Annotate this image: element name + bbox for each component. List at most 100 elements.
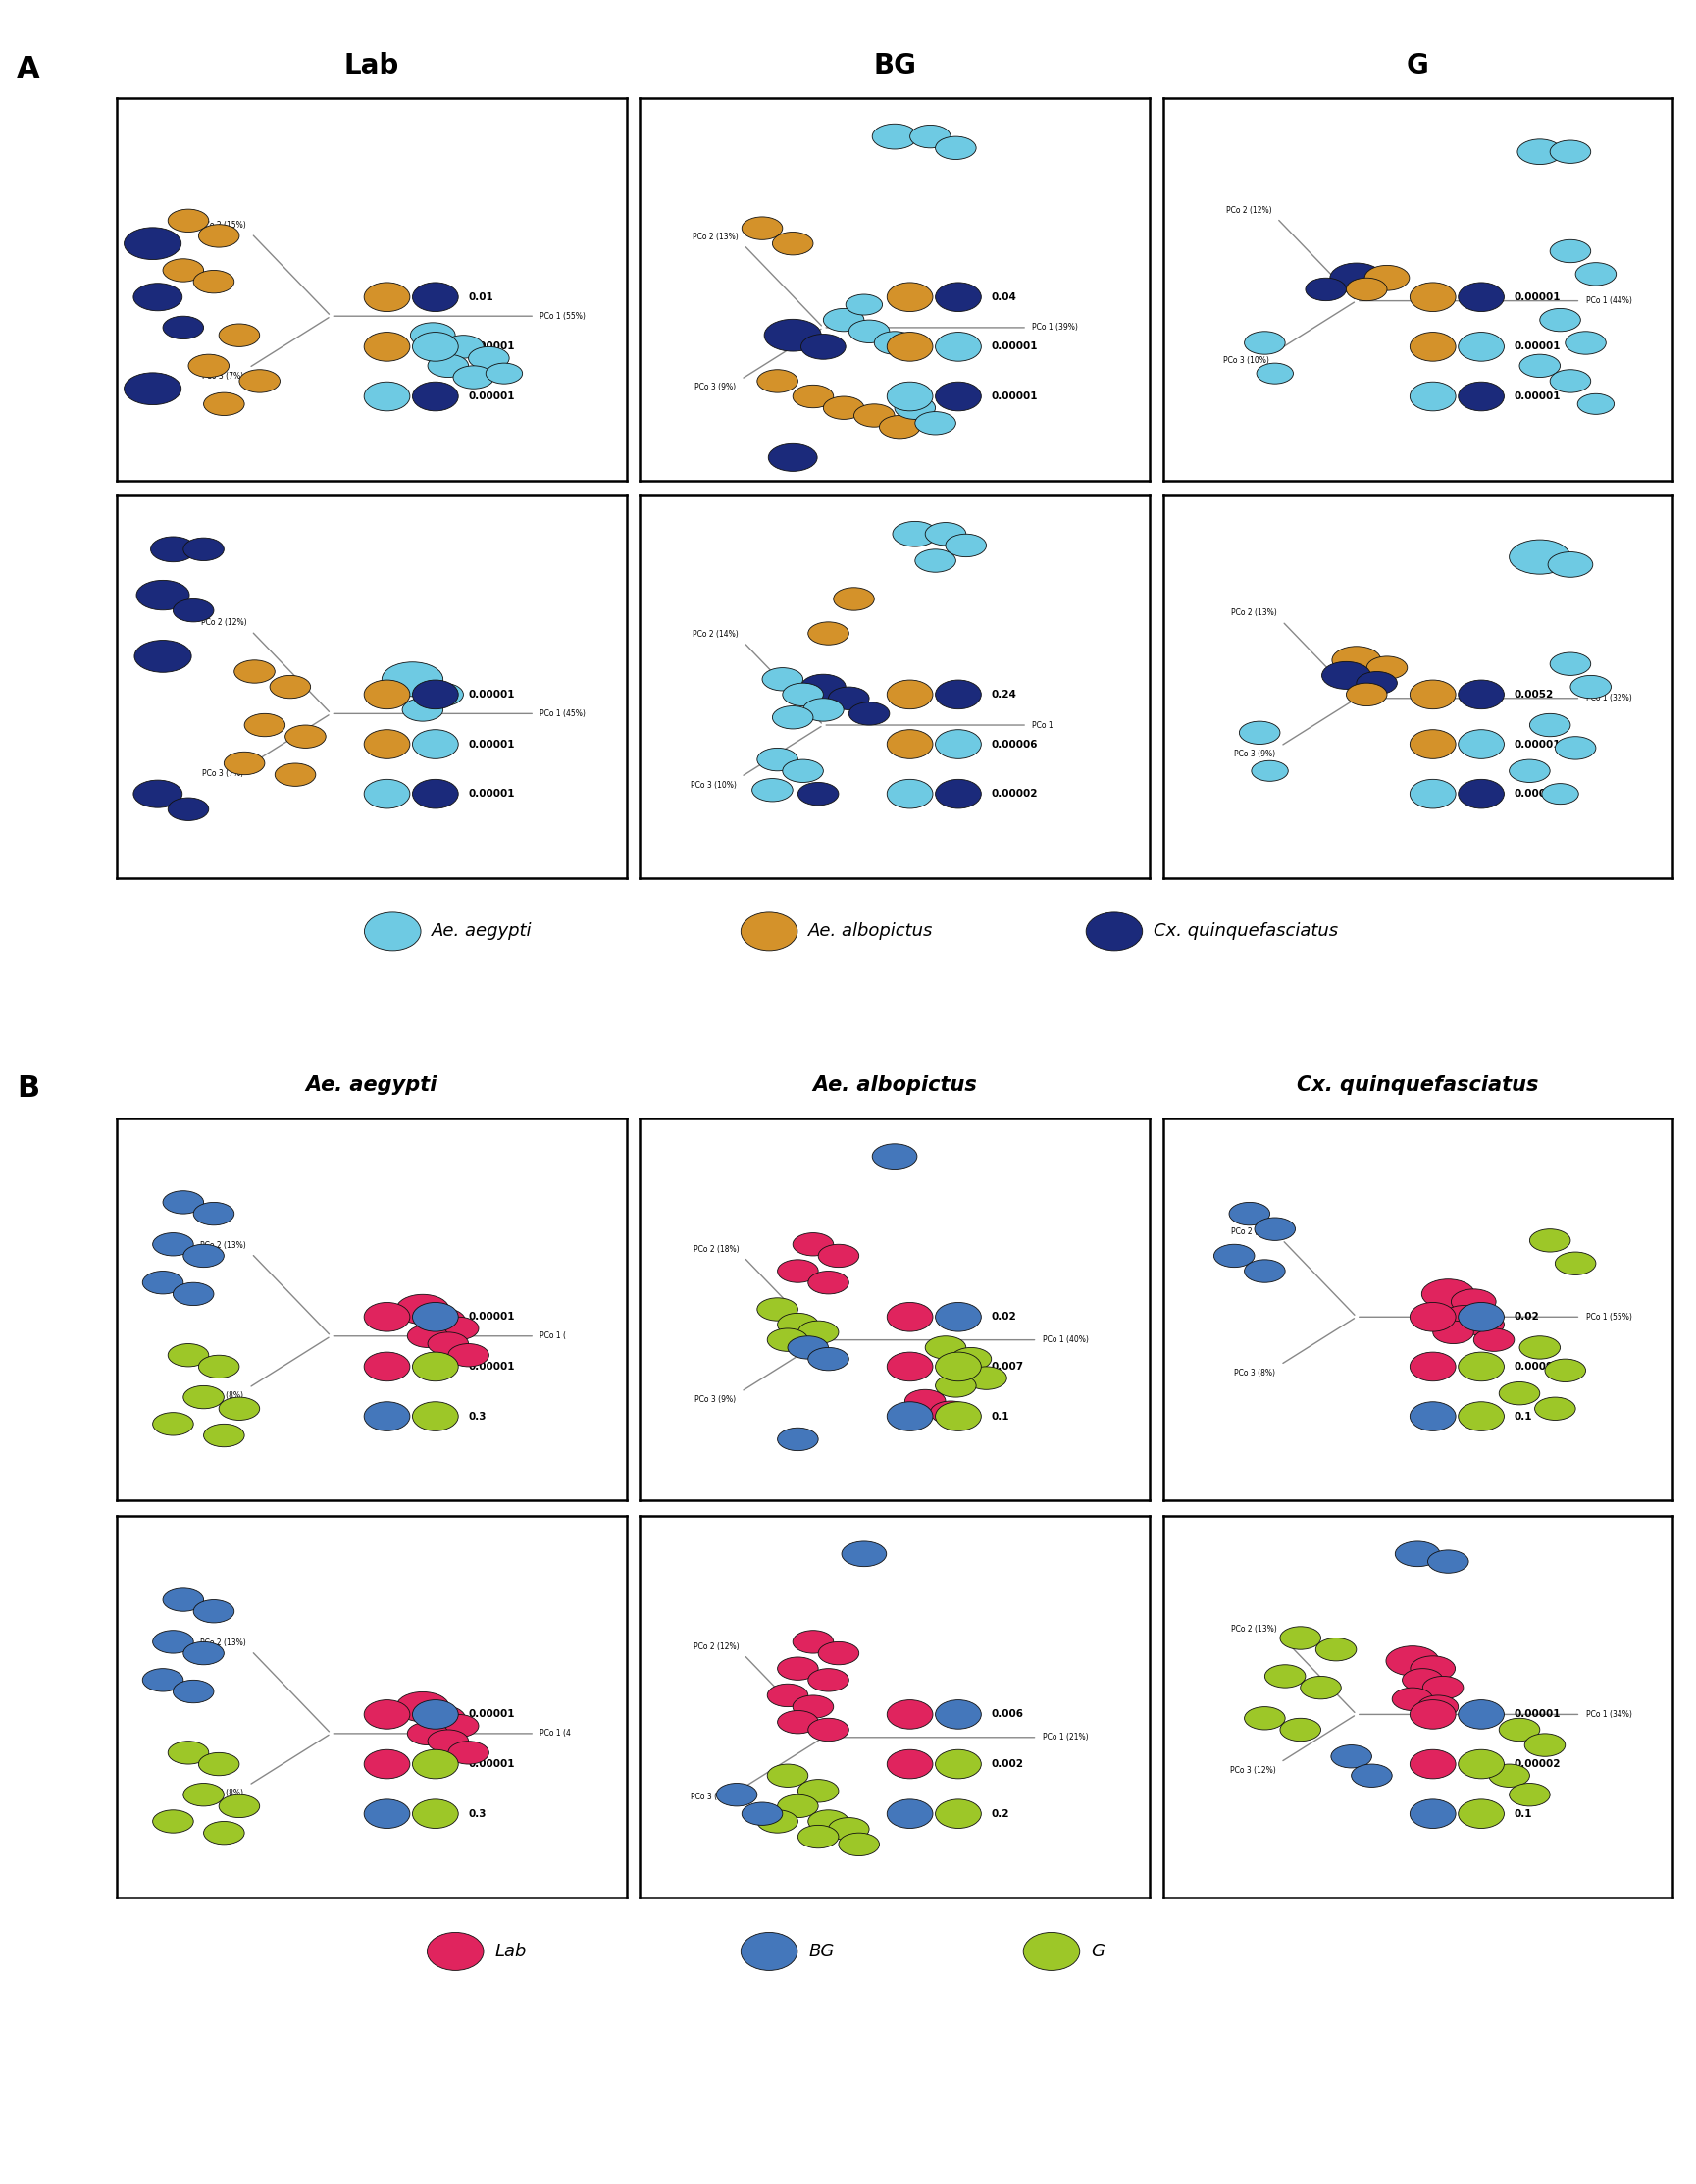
- Ellipse shape: [1403, 1669, 1443, 1693]
- Ellipse shape: [1409, 1749, 1455, 1778]
- Ellipse shape: [1409, 382, 1455, 411]
- Text: PCo 1 (55%): PCo 1 (55%): [539, 312, 585, 321]
- Ellipse shape: [1257, 363, 1294, 384]
- Text: 0.00001: 0.00001: [468, 1363, 516, 1372]
- Ellipse shape: [1459, 1352, 1504, 1380]
- Ellipse shape: [926, 522, 967, 546]
- Ellipse shape: [777, 1795, 817, 1817]
- Ellipse shape: [1392, 1688, 1433, 1710]
- Ellipse shape: [1550, 240, 1591, 262]
- Text: G: G: [1091, 1942, 1104, 1961]
- Ellipse shape: [134, 284, 181, 310]
- Ellipse shape: [1499, 1719, 1540, 1741]
- Ellipse shape: [1230, 1203, 1270, 1225]
- Ellipse shape: [1316, 1638, 1357, 1662]
- Text: 0.00001: 0.00001: [1515, 391, 1560, 402]
- Ellipse shape: [792, 384, 833, 408]
- Ellipse shape: [1535, 1398, 1576, 1420]
- Text: 0.00002: 0.00002: [992, 788, 1038, 799]
- Text: PCo 1 (32%): PCo 1 (32%): [1586, 695, 1632, 703]
- Text: PCo 3 (8%): PCo 3 (8%): [1235, 1369, 1275, 1378]
- Ellipse shape: [936, 780, 982, 808]
- Text: PCo 3 (10%): PCo 3 (10%): [690, 1793, 736, 1802]
- Ellipse shape: [807, 1669, 848, 1693]
- Ellipse shape: [168, 1343, 209, 1367]
- Text: 0.1: 0.1: [1515, 1411, 1533, 1422]
- Ellipse shape: [443, 334, 483, 358]
- Ellipse shape: [1459, 282, 1504, 312]
- Ellipse shape: [453, 365, 494, 389]
- Ellipse shape: [198, 1754, 239, 1776]
- Ellipse shape: [1525, 1734, 1565, 1756]
- Ellipse shape: [173, 598, 214, 622]
- Text: PCo 1 (: PCo 1 (: [539, 1332, 566, 1341]
- Ellipse shape: [468, 347, 509, 369]
- Ellipse shape: [1411, 1655, 1455, 1682]
- Ellipse shape: [1577, 393, 1615, 415]
- Text: PCo 1 (44%): PCo 1 (44%): [1586, 297, 1632, 306]
- Ellipse shape: [767, 1328, 807, 1352]
- Ellipse shape: [173, 1679, 214, 1704]
- Ellipse shape: [762, 668, 802, 690]
- Ellipse shape: [853, 404, 894, 428]
- Text: PCo 2 (15%): PCo 2 (15%): [200, 221, 246, 229]
- Text: 0.002: 0.002: [992, 1760, 1024, 1769]
- Text: Lab: Lab: [495, 1942, 526, 1961]
- Ellipse shape: [895, 397, 936, 419]
- Text: Ae. albopictus: Ae. albopictus: [809, 922, 933, 941]
- Ellipse shape: [1499, 1382, 1540, 1404]
- Text: 0.3: 0.3: [468, 1411, 487, 1422]
- Ellipse shape: [756, 1297, 797, 1321]
- Ellipse shape: [168, 797, 209, 821]
- Text: PCo 1: PCo 1: [1033, 721, 1053, 729]
- Text: PCo 2 (13%): PCo 2 (13%): [1231, 1625, 1277, 1634]
- Ellipse shape: [936, 1352, 982, 1380]
- Ellipse shape: [234, 660, 275, 684]
- Ellipse shape: [756, 1811, 797, 1832]
- Ellipse shape: [1280, 1719, 1321, 1741]
- Ellipse shape: [275, 762, 315, 786]
- Ellipse shape: [183, 1784, 224, 1806]
- Ellipse shape: [153, 1413, 193, 1435]
- Text: 0.00002: 0.00002: [1515, 1760, 1560, 1769]
- Text: PCo 3 (7%): PCo 3 (7%): [202, 769, 244, 778]
- Ellipse shape: [797, 1826, 838, 1848]
- Ellipse shape: [204, 393, 244, 415]
- Ellipse shape: [219, 1795, 259, 1817]
- Ellipse shape: [204, 1424, 244, 1448]
- Text: 0.00001: 0.00001: [468, 740, 516, 749]
- Ellipse shape: [1555, 1251, 1596, 1275]
- Ellipse shape: [1474, 1328, 1515, 1352]
- Ellipse shape: [797, 1321, 838, 1343]
- Ellipse shape: [153, 1232, 193, 1256]
- Ellipse shape: [1565, 332, 1606, 354]
- Ellipse shape: [485, 363, 522, 384]
- Ellipse shape: [1509, 539, 1570, 574]
- Ellipse shape: [1252, 760, 1289, 782]
- Ellipse shape: [365, 679, 410, 710]
- Text: PCo 3 (9%): PCo 3 (9%): [695, 1396, 736, 1404]
- Ellipse shape: [365, 382, 410, 411]
- Text: 0.01: 0.01: [468, 293, 494, 301]
- Ellipse shape: [365, 780, 410, 808]
- Ellipse shape: [936, 679, 982, 710]
- Text: Cx. quinquefasciatus: Cx. quinquefasciatus: [1297, 1077, 1538, 1094]
- Text: 0.2: 0.2: [992, 1808, 1009, 1819]
- Ellipse shape: [1428, 1551, 1469, 1572]
- Ellipse shape: [193, 271, 234, 293]
- Ellipse shape: [887, 729, 933, 758]
- Ellipse shape: [153, 1811, 193, 1832]
- Ellipse shape: [787, 1337, 828, 1358]
- Ellipse shape: [412, 1749, 458, 1778]
- Ellipse shape: [438, 1317, 478, 1341]
- Ellipse shape: [828, 1817, 868, 1841]
- Text: 0.02: 0.02: [992, 1313, 1016, 1321]
- Ellipse shape: [887, 1699, 933, 1730]
- Text: 0.00001: 0.00001: [468, 1760, 516, 1769]
- Ellipse shape: [198, 1354, 239, 1378]
- Text: 0.1: 0.1: [1515, 1808, 1533, 1819]
- Ellipse shape: [285, 725, 326, 747]
- Text: PCo 1 (21%): PCo 1 (21%): [1043, 1732, 1089, 1743]
- Text: 0.02: 0.02: [1515, 1313, 1540, 1321]
- Ellipse shape: [872, 1144, 918, 1168]
